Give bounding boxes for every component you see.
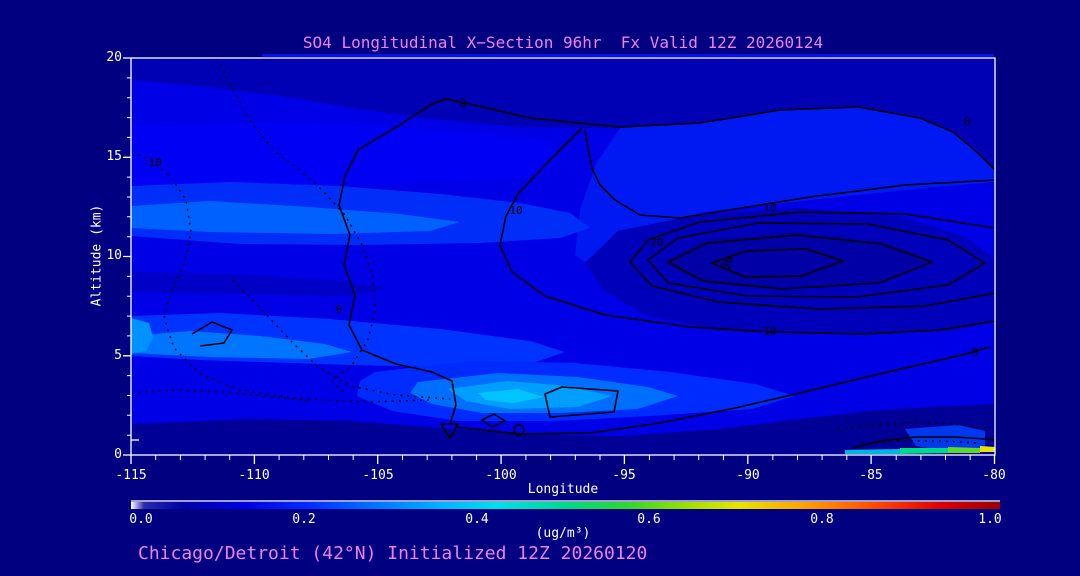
colorbar-tick-label: 0.4 bbox=[465, 512, 489, 527]
colorbar-units-label: (ug/m³) bbox=[535, 526, 591, 541]
x-tick-label: -105 bbox=[362, 468, 394, 483]
colorbar-tick-label: 0.8 bbox=[810, 512, 834, 527]
y-tick-label: 20 bbox=[106, 50, 122, 65]
contour-label: 10 bbox=[763, 325, 776, 338]
initialization-annotation: Chicago/Detroit (42°N) Initialized 12Z 2… bbox=[138, 543, 648, 564]
plot-title: SO4 Longitudinal X−Section 96hr Fx Valid… bbox=[302, 33, 824, 52]
contour-label: 0 bbox=[964, 115, 971, 128]
contour-label: 30 bbox=[719, 254, 736, 271]
x-tick-label: -90 bbox=[736, 468, 760, 483]
y-axis-title: Altitude (km) bbox=[89, 204, 105, 307]
x-tick-label: -110 bbox=[238, 468, 270, 483]
x-tick-label: -95 bbox=[612, 468, 636, 483]
contour-label: 20 bbox=[650, 236, 663, 249]
contour-label: 10 bbox=[763, 201, 776, 214]
x-axis-title: Longitude bbox=[527, 482, 599, 497]
y-tick-label: 5 bbox=[114, 348, 122, 363]
positive-contour-lines bbox=[191, 98, 995, 449]
negative-contour-lines bbox=[131, 58, 989, 445]
contour-label: 0 bbox=[336, 303, 343, 316]
colorbar-tick-label: 0.2 bbox=[292, 512, 316, 527]
y-axis-major-ticks bbox=[123, 57, 131, 456]
x-tick-label: -85 bbox=[859, 468, 883, 483]
y-tick-label: 10 bbox=[106, 248, 122, 263]
contour-label: 10 bbox=[509, 204, 522, 217]
contour-label: -10 bbox=[142, 156, 162, 169]
x-tick-label: -100 bbox=[485, 468, 517, 483]
x-tick-label: -80 bbox=[982, 468, 1006, 483]
y-tick-label: 0 bbox=[114, 447, 122, 462]
colorbar-tick-label: 1.0 bbox=[978, 512, 1002, 527]
y-tick-label: 15 bbox=[106, 149, 122, 164]
contour-label: 0 bbox=[460, 97, 467, 110]
colorbar bbox=[131, 502, 1000, 509]
colorbar-tick-label: 0.0 bbox=[129, 512, 153, 527]
contour-label: 0 bbox=[972, 346, 979, 359]
colorbar-tick-label: 0.6 bbox=[637, 512, 661, 527]
x-tick-label: -115 bbox=[115, 468, 147, 483]
x-axis-major-ticks bbox=[130, 455, 996, 464]
contour-labels: -10 0 0 10 10 0 20 30 10 0 bbox=[142, 97, 978, 359]
filled-contour-field bbox=[131, 58, 995, 455]
x-axis-minor-ticks bbox=[155, 455, 971, 460]
y-axis-minor-ticks bbox=[127, 77, 131, 436]
